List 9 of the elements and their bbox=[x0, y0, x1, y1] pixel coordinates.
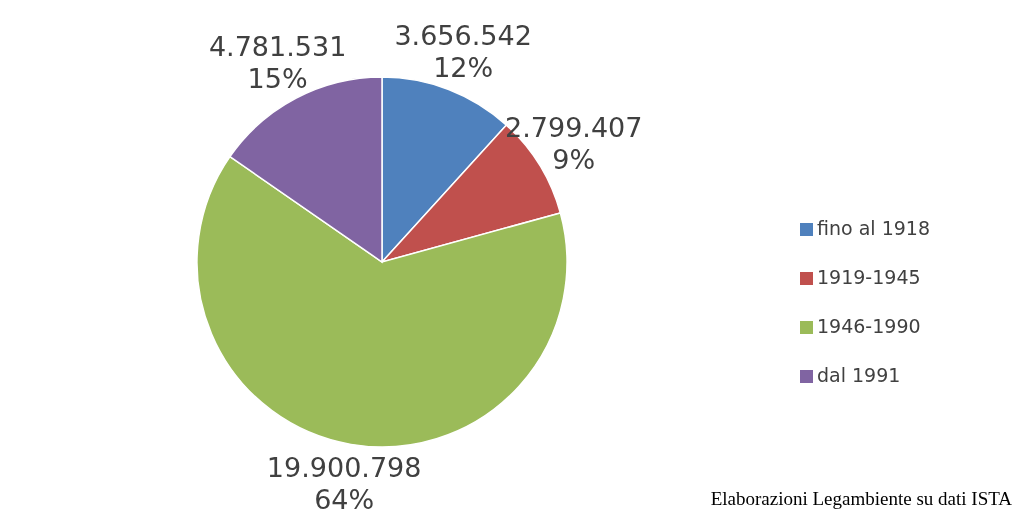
data-label: 3.656.542 12% bbox=[394, 20, 532, 84]
text: Elaborazioni Legambiente su dati ISTA bbox=[710, 488, 1013, 509]
legend-label: fino al 1918 bbox=[817, 217, 930, 239]
legend-label: 1919-1945 bbox=[817, 266, 921, 288]
data-label: 19.900.798 64% bbox=[266, 451, 422, 515]
data-label: 2.799.407 9% bbox=[505, 112, 643, 176]
legend-label: 1946-1990 bbox=[817, 315, 921, 337]
legend-label: dal 1991 bbox=[817, 364, 901, 386]
data-label: 4.781.531 15% bbox=[208, 30, 347, 94]
